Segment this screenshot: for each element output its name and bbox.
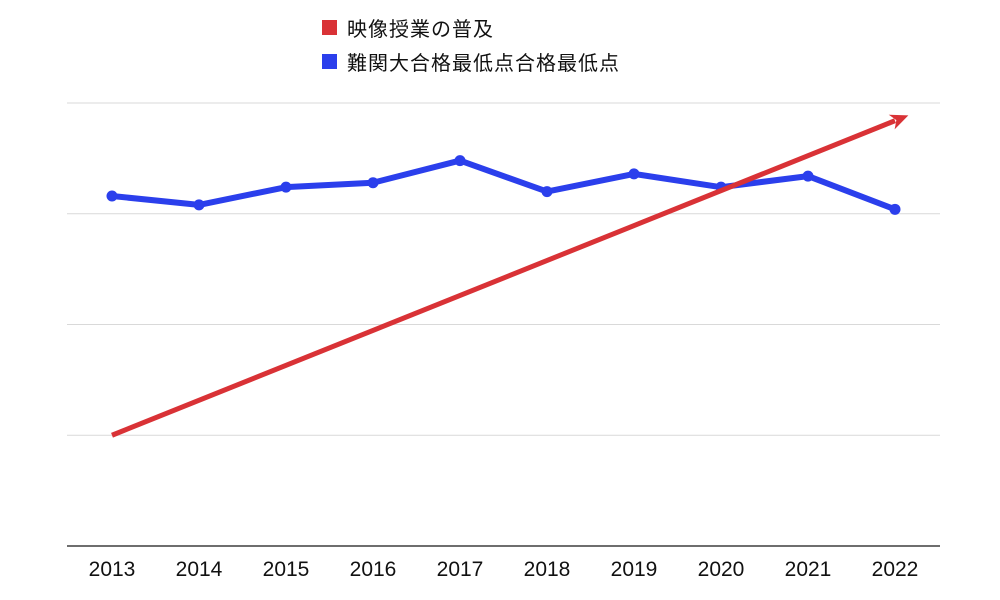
red-trend-arrow (111, 114, 909, 438)
data-point-2017 (454, 155, 466, 167)
data-point-2018 (541, 186, 553, 198)
x-axis-label-2019: 2019 (611, 558, 658, 581)
x-axis-label-2017: 2017 (437, 558, 484, 581)
legend-item-video-lessons: 映像授業の普及 (322, 14, 620, 41)
data-point-2022 (889, 203, 901, 215)
x-axis-labels-group: 2013 2014 2015 2016 2017 2018 2019 2020 … (89, 558, 919, 581)
gridlines-group (67, 102, 940, 436)
x-axis-label-2016: 2016 (350, 558, 397, 581)
x-axis-label-2020: 2020 (698, 558, 745, 581)
red-trend-arrow-group (111, 114, 909, 438)
x-axis-label-2021: 2021 (785, 558, 832, 581)
blue-series-line (109, 157, 898, 213)
blue-series-group (106, 155, 901, 215)
data-point-2015 (280, 181, 292, 193)
x-axis-label-2022: 2022 (872, 558, 919, 581)
blue-square-swatch (322, 54, 337, 69)
x-axis-label-2013: 2013 (89, 558, 136, 581)
data-point-2014 (193, 199, 205, 211)
data-point-2021 (802, 170, 814, 182)
chart-legend: 映像授業の普及 難関大合格最低点合格最低点 (322, 14, 620, 82)
data-point-2016 (367, 177, 379, 189)
x-axis-label-2014: 2014 (176, 558, 223, 581)
x-axis-label-2015: 2015 (263, 558, 310, 581)
legend-item-passing-score: 難関大合格最低点合格最低点 (322, 48, 620, 75)
data-point-2019 (628, 168, 640, 180)
legend-label: 映像授業の普及 (347, 19, 494, 41)
data-point-2013 (106, 190, 118, 202)
x-axis-label-2018: 2018 (524, 558, 571, 581)
red-square-swatch (322, 20, 337, 35)
legend-label: 難関大合格最低点合格最低点 (347, 53, 620, 75)
